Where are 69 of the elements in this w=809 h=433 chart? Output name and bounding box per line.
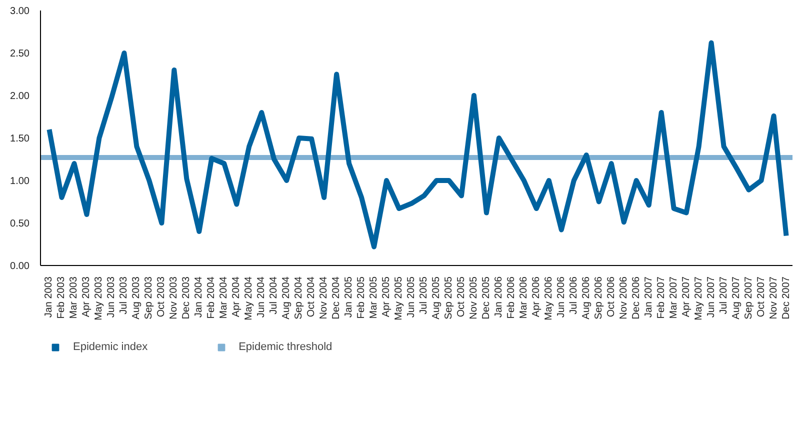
x-tick-label: Dec 2004 [331,276,342,320]
x-tick-label: Oct 2005 [456,276,467,318]
x-tick-label: Jun 2007 [706,276,717,318]
x-tick-label: Jan 2006 [493,276,504,318]
x-tick-label: Jul 2007 [718,276,730,314]
x-tick-label: Apr 2003 [81,276,92,318]
x-tick-label: Jan 2007 [643,276,654,318]
x-tick-label: Jan 2003 [44,276,55,318]
x-tick-label: Nov 2006 [618,276,630,320]
x-tick-label: Sep 2006 [593,276,604,320]
x-tick-label: Nov 2004 [318,276,330,320]
x-tick-label: Aug 2005 [430,276,442,320]
x-tick-label: Dec 2006 [630,276,642,320]
x-tick-label: Sep 2007 [743,276,754,320]
x-tick-label: Nov 2003 [168,276,180,320]
y-tick-label: 0.00 [10,261,30,272]
legend-label: Epidemic index [73,341,148,353]
x-tick-label: Jul 2004 [268,276,280,314]
x-tick-label: Feb 2004 [206,276,218,319]
x-tick-label: Oct 2003 [156,276,168,318]
x-tick-label: Jul 2005 [418,276,430,314]
x-tick-label: May 2007 [693,276,704,320]
x-tick-label: Jul 2006 [568,276,580,314]
x-tick-label: Feb 2006 [506,276,517,319]
x-tick-label: May 2003 [94,276,105,320]
x-tick-label: Aug 2006 [580,276,592,320]
x-tick-label: Feb 2007 [656,276,667,319]
x-tick-label: Feb 2003 [56,276,68,319]
x-tick-label: Aug 2003 [131,276,142,320]
x-tick-label: Jun 2005 [406,276,418,318]
x-tick-label: Feb 2005 [356,276,368,319]
x-tick-label: Jun 2003 [106,276,118,318]
x-tick-label: Apr 2006 [530,276,542,318]
x-tick-label: Oct 2006 [606,276,617,318]
x-tick-label: Jan 2004 [194,276,205,318]
y-tick-label: 3.00 [10,6,30,17]
x-tick-label: Oct 2007 [756,276,767,318]
x-tick-label: Oct 2004 [306,276,318,318]
x-tick-label: May 2005 [394,276,405,320]
y-tick-label: 1.50 [10,134,30,144]
x-tick-label: Jun 2006 [556,276,567,318]
x-tick-label: Nov 2005 [468,276,480,320]
x-tick-label: Aug 2004 [281,276,292,320]
x-tick-label: Jul 2003 [118,276,130,314]
x-tick-label: Sep 2004 [294,276,305,320]
x-tick-label: Apr 2004 [231,276,242,318]
y-tick-label: 0.50 [10,218,30,230]
x-tick-label: Mar 2004 [218,276,230,319]
x-tick-label: Mar 2003 [68,276,80,319]
y-tick-label: 2.00 [10,91,30,102]
x-tick-label: Nov 2007 [768,276,780,320]
x-tick-label: Sep 2005 [443,276,454,320]
x-tick-label: Dec 2003 [181,276,192,320]
x-tick-label: Mar 2007 [668,276,680,319]
x-tick-label: Sep 2003 [144,276,155,320]
y-tick-label: 2.50 [10,48,30,60]
x-tick-label: Mar 2006 [518,276,530,319]
x-tick-label: Dec 2005 [480,276,492,320]
x-tick-label: May 2004 [244,276,255,320]
x-tick-label: Mar 2005 [368,276,380,319]
x-tick-label: Apr 2005 [381,276,392,318]
x-tick-label: Aug 2007 [730,276,742,320]
x-tick-label: Dec 2007 [780,276,792,320]
x-tick-label: Apr 2007 [680,276,692,318]
x-tick-label: Jun 2004 [256,276,268,318]
x-tick-label: May 2006 [543,276,554,320]
legend-label: Epidemic threshold [238,341,332,353]
x-tick-label: Jan 2005 [344,276,355,318]
y-tick-label: 1.00 [10,176,30,187]
